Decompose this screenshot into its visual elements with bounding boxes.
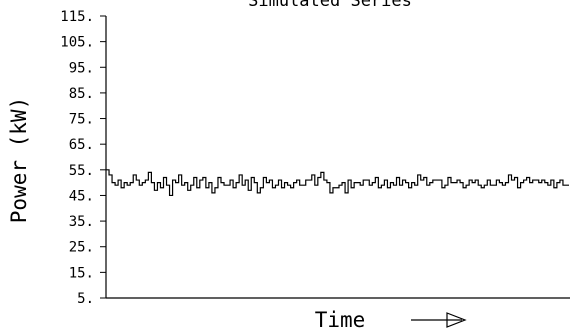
y-tick-label: 95. xyxy=(69,60,94,76)
y-tick-label: 105. xyxy=(60,35,94,51)
y-tick-label: 55. xyxy=(69,163,94,179)
y-tick-label: 35. xyxy=(69,214,94,230)
y-tick-label: 25. xyxy=(69,240,94,256)
chart-title: Simulated Series xyxy=(248,0,412,11)
y-tick-label: 65. xyxy=(69,137,94,153)
right-arrow-icon xyxy=(411,312,467,328)
y-tick-label: 45. xyxy=(69,188,94,204)
y-axis: 115. 105. 95. 85. 75. 65. 55. 45. 35. 25. 15. 5. xyxy=(60,9,107,307)
y-tick-label: 115. xyxy=(60,9,94,25)
series-group xyxy=(106,169,569,197)
y-axis-title: Power (kW) xyxy=(7,97,31,223)
y-tick-label: 85. xyxy=(69,86,94,102)
x-axis-title: Time xyxy=(315,308,366,332)
y-tick-label: 5. xyxy=(77,291,94,307)
y-tick-label: 15. xyxy=(69,265,94,281)
series-line-0 xyxy=(106,169,569,197)
y-tick-label: 75. xyxy=(69,112,94,128)
